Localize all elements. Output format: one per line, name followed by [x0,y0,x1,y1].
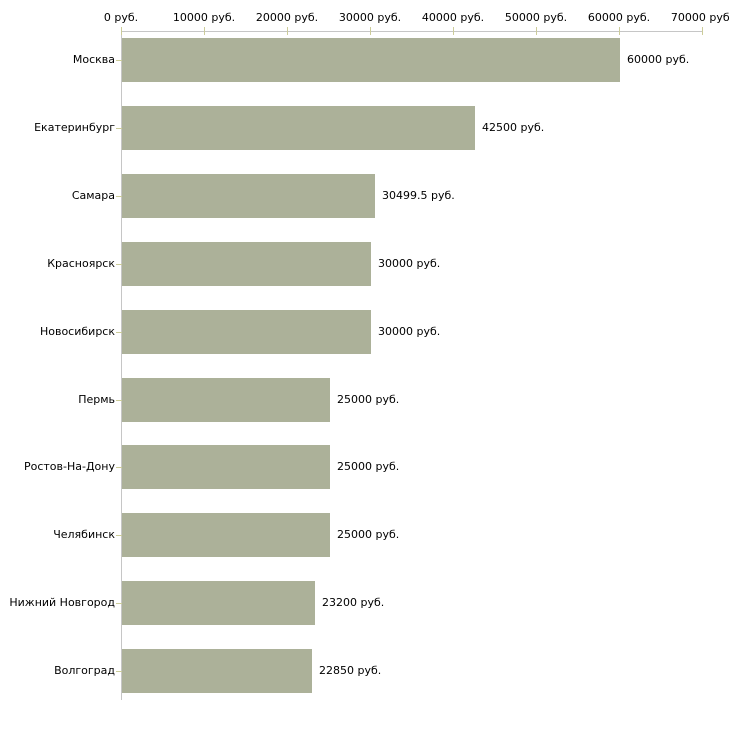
x-tick-mark [619,27,620,35]
y-tick-mark [116,467,122,468]
value-label: 25000 руб. [337,528,400,541]
category-label: Самара [71,189,115,202]
x-tick-label: 40000 руб. [421,11,485,24]
category-label: Нижний Новгород [9,596,115,609]
y-tick-mark [116,400,122,401]
value-label: 25000 руб. [337,460,400,473]
y-axis-line [121,31,122,700]
x-axis-line [121,31,703,32]
bar [122,106,475,150]
value-label: 42500 руб. [482,121,545,134]
category-label: Новосибирск [39,325,115,338]
x-tick-mark [121,27,122,35]
x-tick-label: 0 руб. [103,11,139,24]
x-tick-label: 70000 руб. [670,11,730,24]
bar [122,378,330,422]
bar [122,174,375,218]
x-tick-label: 20000 руб. [255,11,319,24]
value-label: 25000 руб. [337,393,400,406]
x-tick-label: 10000 руб. [172,11,236,24]
bar [122,445,330,489]
x-tick-label: 60000 руб. [587,11,651,24]
value-label: 30000 руб. [378,325,441,338]
y-tick-mark [116,128,122,129]
x-tick-label: 50000 руб. [504,11,568,24]
bar [122,649,312,693]
y-tick-mark [116,603,122,604]
y-tick-mark [116,264,122,265]
category-label: Ростов-На-Дону [23,460,115,473]
value-label: 23200 руб. [322,596,385,609]
y-tick-mark [116,60,122,61]
bar [122,581,315,625]
bar [122,242,371,286]
category-label: Пермь [78,393,115,406]
category-label: Красноярск [47,257,115,270]
y-tick-mark [116,671,122,672]
y-tick-mark [116,196,122,197]
x-tick-mark [204,27,205,35]
y-tick-mark [116,332,122,333]
category-label: Екатеринбург [34,121,115,134]
category-label: Волгоград [54,664,115,677]
x-tick-label: 30000 руб. [338,11,402,24]
value-label: 22850 руб. [319,664,382,677]
x-tick-mark [536,27,537,35]
y-tick-mark [116,535,122,536]
value-label: 30499.5 руб. [382,189,455,202]
x-tick-mark [453,27,454,35]
x-tick-mark [702,27,703,35]
category-label: Челябинск [53,528,115,541]
value-label: 60000 руб. [627,53,690,66]
x-tick-mark [287,27,288,35]
bar [122,38,620,82]
value-label: 30000 руб. [378,257,441,270]
x-tick-mark [370,27,371,35]
bar [122,310,371,354]
bar [122,513,330,557]
category-label: Москва [72,53,115,66]
